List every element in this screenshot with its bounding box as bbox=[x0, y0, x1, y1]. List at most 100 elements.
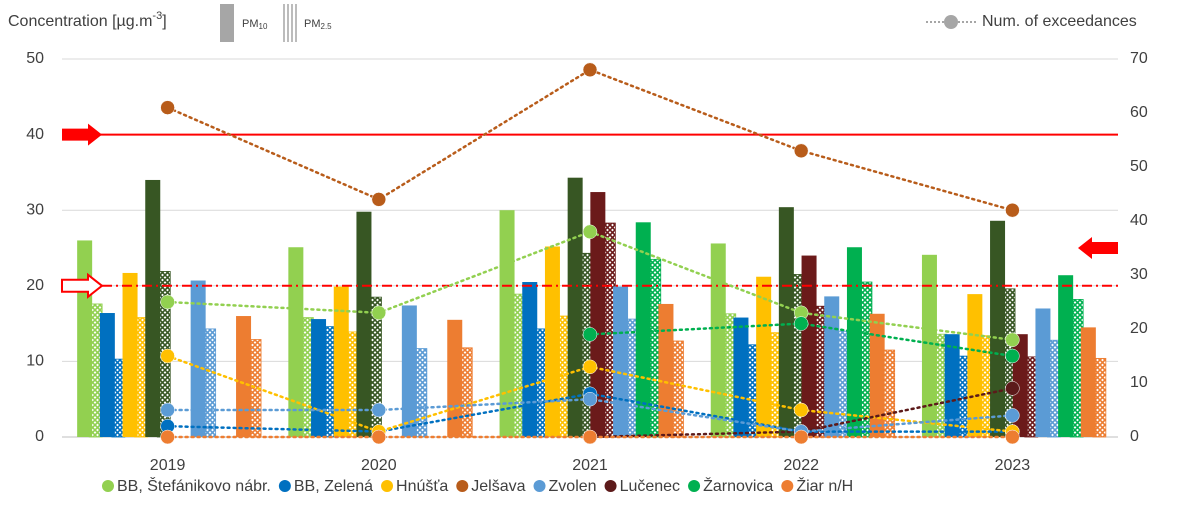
pm10-bar bbox=[122, 272, 138, 437]
pm10-bar bbox=[990, 220, 1006, 437]
pm10-bar bbox=[77, 240, 93, 437]
legend-label: BB, Zelená bbox=[294, 478, 373, 495]
pm10-bar bbox=[499, 210, 515, 437]
exceedance-marker bbox=[582, 224, 598, 240]
pm10-bar bbox=[613, 286, 629, 437]
legend-label: Zvolen bbox=[549, 478, 597, 495]
exceedance-marker bbox=[1005, 429, 1020, 445]
pm10-bar bbox=[288, 247, 304, 437]
exceedance-marker bbox=[160, 294, 175, 310]
pm10-bar bbox=[710, 243, 726, 437]
legend-marker bbox=[781, 480, 794, 492]
pm10-bar bbox=[99, 313, 115, 437]
y-tick-label: 30 bbox=[26, 201, 44, 218]
legend-label: Žarnovica bbox=[703, 476, 773, 495]
pm10-bar bbox=[824, 296, 840, 437]
legend-marker bbox=[456, 480, 469, 492]
pm10-bar bbox=[846, 247, 862, 437]
pm10-bar bbox=[944, 334, 960, 437]
exceedance-marker bbox=[793, 316, 809, 331]
exceedance-marker bbox=[1005, 381, 1020, 396]
x-tick-label: 2023 bbox=[995, 457, 1031, 474]
pm10-bar bbox=[590, 192, 606, 437]
pm10-label: PM10 bbox=[242, 18, 268, 31]
legend-marker bbox=[278, 480, 291, 492]
y2-tick-label: 40 bbox=[1130, 212, 1148, 229]
pm10-bar bbox=[733, 317, 749, 437]
pm10-bar bbox=[522, 282, 538, 437]
pm10-icon bbox=[220, 4, 234, 42]
exceedance-marker bbox=[160, 402, 175, 418]
pm10-bar bbox=[635, 222, 651, 437]
pm10-bar bbox=[1080, 327, 1096, 437]
legend-label: Žiar n/H bbox=[796, 476, 853, 495]
pm10-bar bbox=[236, 316, 252, 437]
y-tick-label: 50 bbox=[26, 50, 44, 67]
y2-tick-label: 60 bbox=[1130, 104, 1148, 121]
pm10-bar bbox=[333, 286, 349, 437]
pm10-bar bbox=[145, 179, 161, 437]
x-tick-label: 2019 bbox=[150, 457, 186, 474]
y2-tick-label: 70 bbox=[1130, 50, 1148, 67]
y-tick-label: 20 bbox=[26, 277, 44, 294]
exceedance-marker bbox=[582, 391, 598, 407]
pm10-bar bbox=[567, 177, 583, 437]
exceedance-marker bbox=[793, 143, 809, 159]
exceedance-marker bbox=[582, 327, 598, 342]
y2-tick-label: 20 bbox=[1130, 320, 1148, 337]
exceedance-line bbox=[166, 68, 1014, 212]
pm10-bar bbox=[778, 207, 794, 437]
pm25-limit-arrow bbox=[61, 272, 104, 299]
exceedance-marker bbox=[160, 429, 175, 445]
pm10-bar bbox=[756, 276, 772, 437]
exceedance-marker bbox=[1005, 332, 1020, 348]
legend-marker bbox=[688, 480, 701, 492]
exceedance-marker bbox=[582, 359, 598, 375]
exceedance-marker bbox=[582, 429, 598, 445]
pm25-icon bbox=[283, 4, 297, 42]
exceedance-limit-arrow bbox=[1078, 237, 1118, 259]
exceedance-marker bbox=[793, 429, 809, 445]
x-tick-label: 2020 bbox=[361, 457, 397, 474]
y2-tick-label: 30 bbox=[1130, 266, 1148, 283]
pm10-bar bbox=[401, 305, 417, 437]
pm10-bar bbox=[658, 303, 674, 437]
pm10-bar bbox=[356, 211, 372, 437]
pm10-limit-arrow bbox=[62, 123, 102, 146]
exceedance-marker bbox=[371, 192, 387, 207]
pm10-bar bbox=[1058, 275, 1074, 437]
y2-axis-label: Num. of exceedances bbox=[982, 13, 1137, 30]
exceedance-marker bbox=[1005, 348, 1020, 364]
pm10-bar bbox=[869, 313, 885, 437]
y-tick-label: 0 bbox=[35, 428, 44, 445]
legend-label: Jelšava bbox=[471, 478, 525, 495]
exceedance-marker bbox=[793, 402, 809, 418]
pm25-label: PM2.5 bbox=[304, 18, 332, 31]
y-tick-label: 10 bbox=[26, 353, 44, 370]
y2-tick-label: 0 bbox=[1130, 428, 1139, 445]
exceedance-marker bbox=[582, 62, 598, 78]
legend-label: Hnúšťa bbox=[396, 478, 448, 495]
legend-marker bbox=[533, 480, 546, 492]
y-tick-label: 40 bbox=[26, 126, 44, 143]
legend-marker bbox=[604, 480, 617, 492]
exceedance-marker bbox=[1005, 408, 1020, 423]
y2-legend-icon bbox=[926, 15, 976, 29]
y-axis-label: Concentration [µg.m-3] bbox=[8, 10, 167, 30]
exceedance-marker bbox=[160, 100, 175, 115]
legend-label: Lučenec bbox=[620, 478, 681, 495]
exceedance-marker bbox=[371, 305, 387, 321]
x-tick-label: 2021 bbox=[572, 457, 608, 474]
legend-marker bbox=[381, 480, 394, 492]
pm10-bar bbox=[544, 246, 560, 437]
pm10-bar bbox=[801, 255, 817, 437]
pm10-bar bbox=[967, 294, 983, 437]
pm10-bar bbox=[921, 254, 937, 437]
pm10-bar bbox=[311, 319, 327, 437]
exceedance-marker bbox=[160, 348, 175, 364]
legend-marker bbox=[102, 480, 114, 492]
x-tick-label: 2022 bbox=[783, 457, 819, 474]
exceedance-marker bbox=[1005, 202, 1020, 218]
pm10-bar bbox=[1035, 308, 1051, 437]
